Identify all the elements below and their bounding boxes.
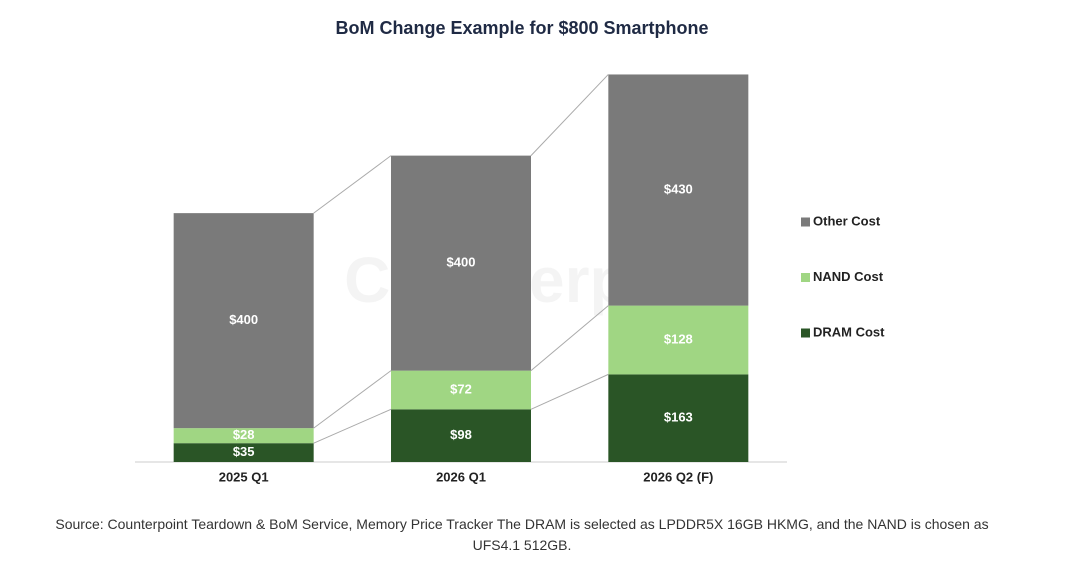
bar-segment: [608, 74, 749, 306]
x-tick-label: 2026 Q1: [436, 469, 486, 484]
value-label: $400: [447, 255, 476, 270]
legend-label: NAND Cost: [813, 269, 884, 284]
value-label: $400: [229, 312, 258, 327]
chart-title: BoM Change Example for $800 Smartphone: [335, 18, 708, 38]
bar-segment: [608, 305, 749, 375]
connector-line: [313, 370, 392, 429]
bar-segment: [391, 409, 531, 462]
value-label: $72: [450, 381, 472, 396]
connector-line: [530, 373, 609, 410]
bar-segment: [391, 155, 531, 371]
source-note: Source: Counterpoint Teardown & BoM Serv…: [55, 516, 989, 553]
connector-line: [313, 155, 392, 214]
bar-segment: [608, 374, 749, 462]
value-label: $128: [664, 331, 693, 346]
connector-line: [313, 408, 392, 444]
value-label: $35: [233, 444, 255, 459]
value-label: $98: [450, 427, 472, 442]
bar-segment: [173, 443, 314, 462]
bar-segment: [391, 370, 531, 410]
x-tick-label: 2026 Q2 (F): [643, 469, 713, 484]
bar-segment: [173, 428, 314, 444]
x-tick-label: 2025 Q1: [219, 469, 269, 484]
legend-swatch: [801, 217, 810, 227]
chart: BoM Change Example for $800 Smartphone C…: [135, 18, 885, 484]
value-label: $163: [664, 410, 693, 425]
legend-label: Other Cost: [813, 213, 881, 228]
value-label: $430: [664, 181, 693, 196]
value-label: $28: [233, 427, 255, 442]
connector-line: [530, 74, 609, 156]
legend-label: DRAM Cost: [813, 324, 885, 339]
legend-swatch: [801, 273, 810, 282]
legend-swatch: [801, 328, 810, 338]
connector-line: [530, 305, 609, 372]
bar-segment: [173, 213, 314, 429]
